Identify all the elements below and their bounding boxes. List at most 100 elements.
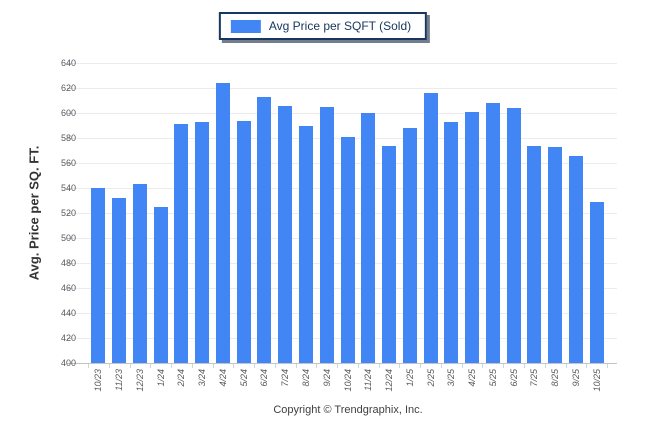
bar-10/23 xyxy=(91,188,106,363)
x-axis-tick xyxy=(88,364,90,368)
x-axis-tick xyxy=(274,364,276,368)
bar-2/24 xyxy=(174,124,189,363)
x-axis-tick xyxy=(233,364,235,368)
x-axis-tick-label: 5/25 xyxy=(487,369,498,387)
bar-10/24 xyxy=(340,136,355,363)
y-axis-tick-label: 400 xyxy=(60,357,76,368)
x-axis-tick-label: 2/25 xyxy=(425,369,436,387)
y-axis-tick xyxy=(67,238,71,239)
y-axis-tick-label: 520 xyxy=(60,207,76,218)
x-axis-tick-label: 12/23 xyxy=(134,369,145,392)
y-axis-tick xyxy=(67,188,71,189)
copyright-text: Copyright © Trendgraphix, Inc. xyxy=(273,404,423,416)
y-axis-tick-label: 460 xyxy=(60,282,76,293)
bar-7/24 xyxy=(278,105,293,363)
x-axis-tick xyxy=(420,364,422,368)
x-axis-tick-label: 2/24 xyxy=(176,369,187,387)
bar-12/24 xyxy=(382,145,397,363)
bar-11/24 xyxy=(361,113,376,363)
x-axis-tick xyxy=(461,364,463,368)
y-axis-tick-label: 420 xyxy=(60,332,76,343)
x-axis-tick xyxy=(108,364,110,368)
x-axis-tick-label: 11/23 xyxy=(114,369,125,391)
bar-5/24 xyxy=(236,120,251,363)
x-axis-tick xyxy=(316,364,318,368)
x-axis-tick-label: 1/24 xyxy=(155,369,166,387)
x-axis-tick-label: 7/24 xyxy=(280,369,291,387)
x-axis-tick-label: 5/24 xyxy=(238,369,249,387)
y-axis-tick xyxy=(67,338,71,339)
bar-11/23 xyxy=(112,198,127,363)
legend-swatch-icon xyxy=(230,19,261,33)
bar-9/24 xyxy=(319,106,334,363)
y-axis-tick xyxy=(67,313,71,314)
x-axis-tick-label: 12/24 xyxy=(384,369,395,392)
bar-6/25 xyxy=(506,108,521,363)
x-axis-tick-label: 7/25 xyxy=(529,369,540,387)
x-axis-tick-label: 6/24 xyxy=(259,369,270,387)
y-axis-tick-label: 440 xyxy=(60,307,76,318)
x-axis-tick xyxy=(150,364,152,368)
bar-2/25 xyxy=(423,93,438,363)
x-axis-tick xyxy=(295,364,297,368)
x-axis-tick xyxy=(337,364,339,368)
y-axis-tick-label: 480 xyxy=(60,257,76,268)
x-axis-tick xyxy=(191,364,193,368)
x-axis-tick xyxy=(523,364,525,368)
legend-label: Avg Price per SQFT (Sold) xyxy=(268,19,412,33)
bar-6/24 xyxy=(257,96,272,363)
x-axis-tick xyxy=(378,364,380,368)
x-axis-tick-label: 11/24 xyxy=(363,369,374,391)
bar-8/25 xyxy=(548,146,563,363)
x-axis-tick-label: 4/24 xyxy=(217,369,228,387)
y-axis-tick xyxy=(67,88,71,89)
x-axis-tick-label: 6/25 xyxy=(508,369,519,387)
bar-3/25 xyxy=(444,121,459,363)
bar-9/25 xyxy=(568,155,583,363)
bar-4/25 xyxy=(465,111,480,363)
y-axis-tick xyxy=(67,138,71,139)
x-axis-tick-label: 10/23 xyxy=(93,369,104,392)
y-axis-tick xyxy=(67,63,71,64)
x-axis-tick xyxy=(607,364,609,368)
x-axis-tick xyxy=(129,364,131,368)
y-axis-tick xyxy=(67,288,71,289)
y-axis-tick-label: 500 xyxy=(60,232,76,243)
bar-8/24 xyxy=(299,125,313,363)
bar-7/25 xyxy=(527,145,542,363)
y-axis-tick-label: 640 xyxy=(60,57,76,68)
x-axis-tick xyxy=(171,364,173,368)
x-axis-tick-label: 1/25 xyxy=(404,369,415,387)
x-axis-tick xyxy=(544,364,546,368)
x-axis-tick-label: 9/24 xyxy=(321,369,332,387)
bar-10/25 xyxy=(589,201,604,363)
y-axis-tick xyxy=(67,113,71,114)
x-axis-tick-label: 10/24 xyxy=(342,369,353,392)
y-axis-tick-label: 600 xyxy=(60,107,76,118)
x-axis-tick xyxy=(357,364,359,368)
bar-12/23 xyxy=(132,184,147,363)
gridline xyxy=(71,63,617,64)
bar-5/25 xyxy=(485,103,500,363)
x-axis-tick-label: 9/25 xyxy=(570,369,581,387)
y-axis-tick xyxy=(67,263,71,264)
x-axis-tick-label: 4/25 xyxy=(467,369,478,387)
x-axis-tick-label: 8/25 xyxy=(550,369,561,387)
x-axis-tick xyxy=(399,364,401,368)
bar-4/24 xyxy=(215,83,230,363)
bar-1/24 xyxy=(153,206,168,363)
gridline xyxy=(71,88,617,89)
y-axis-tick xyxy=(67,163,71,164)
x-axis-tick xyxy=(212,364,214,368)
x-axis-tick-label: 10/25 xyxy=(591,369,602,392)
x-axis-tick-label: 8/24 xyxy=(301,369,311,387)
y-axis-tick-label: 540 xyxy=(60,182,76,193)
x-axis-line xyxy=(67,363,617,364)
x-axis-tick xyxy=(254,364,256,368)
x-axis-tick xyxy=(565,364,567,368)
y-axis-tick xyxy=(67,213,71,214)
bar-3/24 xyxy=(195,121,210,363)
x-axis-tick xyxy=(503,364,505,368)
gridline xyxy=(71,113,617,114)
